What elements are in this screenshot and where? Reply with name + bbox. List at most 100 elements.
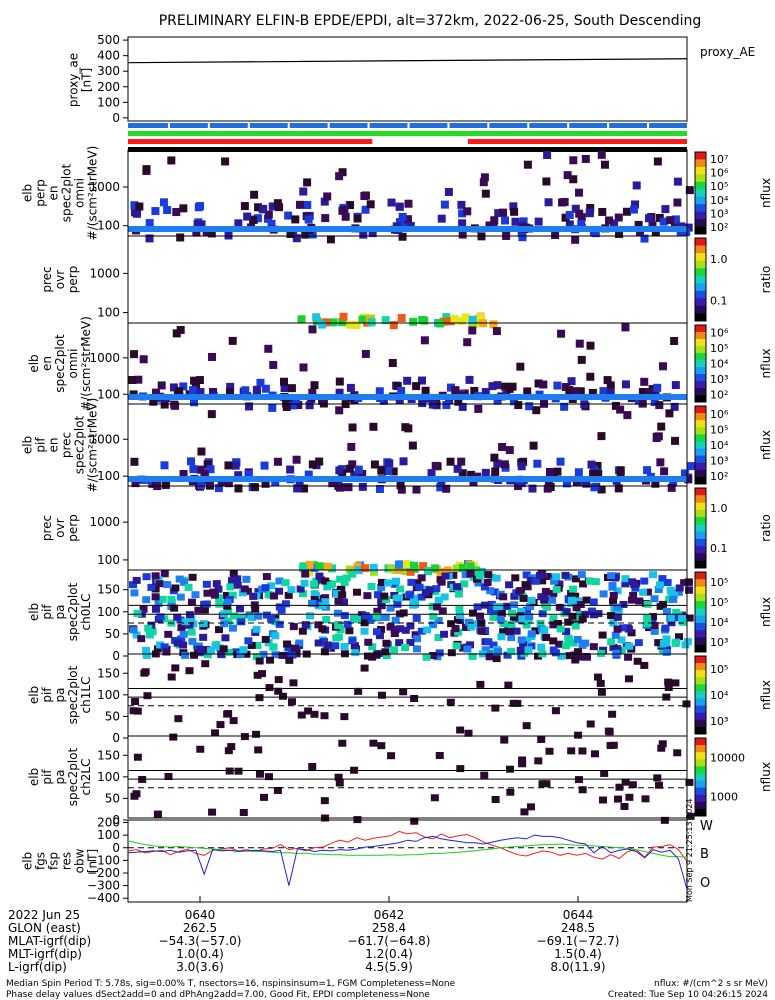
heatmap-cell [417,627,426,635]
heatmap-cell [345,464,354,473]
heatmap-cell [352,588,361,596]
heatmap-cell [468,315,477,324]
heatmap-cell [451,386,460,395]
ylabel-elb_prec-line: spec2plot [73,415,87,474]
heatmap-cell [329,318,338,327]
heatmap-cell [484,638,493,646]
heatmap-cell [555,580,564,588]
ytick-label: 1000 [89,351,120,365]
heatmap-cell [314,639,323,647]
heatmap-cell [569,639,578,647]
heatmap-cell [463,207,472,216]
heatmap-cell [181,618,190,626]
heatmap-cell [196,465,205,474]
footer-mlat-0644: −69.1(−72.7) [537,934,620,948]
ylabel-pa_ch1: elb pif pa spec2plot ch1LC [27,665,93,724]
heatmap-cell [511,217,520,226]
heatmap-cell [157,381,166,390]
heatmap-cell [264,344,273,353]
mag-ytick-label: −400 [87,891,120,905]
heatmap-cell [403,376,412,385]
heatmap-cell [322,616,331,624]
colorbar-segment [695,283,706,292]
ylabel-pa_ch1-line: pif [40,687,54,703]
heatmap-cell [424,567,433,576]
heatmap-cell [673,198,682,207]
heatmap-cell [574,731,583,739]
heatmap-cell [553,381,562,390]
orbit-bar-gap [407,123,410,128]
heatmap-cell [290,644,299,652]
heatmap-cell [188,637,197,645]
heatmap-cell [461,571,470,579]
mag-ylabel-line: fgs [34,852,48,870]
heatmap-cell [486,606,495,614]
heatmap-cell [196,388,205,397]
ylabel-prec_ovr_perp_1-line: perp [66,266,80,294]
ytick-label: 100 [97,469,120,483]
heatmap-cell [225,767,234,775]
heatmap-cell [599,590,608,598]
heatmap-cell [271,632,280,640]
heatmap-cell [340,579,349,587]
heatmap-cell [476,313,485,322]
heatmap-cell [523,387,532,396]
heatmap-cell [607,572,616,580]
heatmap-cell [221,157,230,166]
heatmap-cell [621,380,630,389]
heatmap-cell [492,574,501,582]
proxy-ae-ylabel: proxy_ae [nT] [67,53,94,107]
heatmap-cell [394,594,403,602]
heatmap-cell [406,567,415,576]
heatmap-cell [310,710,319,718]
heatmap-cell [633,657,642,665]
colorbar-prec_ovr_perp_2: 1.0 0.1 ratio [694,487,773,569]
heatmap-cell [634,220,643,229]
ylabel-elb_perp-line: omni [73,178,87,208]
heatmap-cell [132,576,141,584]
heatmap-cell [262,611,271,619]
heatmap-cell [354,465,363,474]
footer: 2022 Jun 25 GLON (east) MLAT-igrf(dip) M… [6,908,768,1000]
heatmap-cell [499,593,508,601]
heatmap-cell [549,589,558,597]
colorbar-segment [695,448,706,457]
colorbar-segment [695,166,706,175]
heatmap-cell [571,235,580,244]
heatmap-cell [661,205,670,214]
heatmap-cell [629,591,638,599]
proxy-ae-legend: proxy_AE [700,45,755,59]
heatmap-cell [598,631,607,639]
heatmap-cell [286,229,295,238]
colorbar-elb_omni: 10⁶ 10⁵ 10⁴ 10³ 10² nflux [694,324,773,403]
heatmap-cell [672,608,681,616]
mag-series-O [127,834,688,890]
heatmap-cell [169,383,178,392]
colorbar-segment [695,517,706,525]
heatmap-cell [517,636,526,644]
heatmap-cell [372,612,381,620]
heatmap-cell [571,204,580,213]
colorbar-segment [695,290,706,299]
heatmap-cell [377,742,386,750]
heatmap-cell [505,446,514,455]
heatmap-cell [285,656,294,664]
colorbar-segment [695,313,706,322]
ylabel-elb_prec: elb pif en prec spec2plot #/(scm²strMeV) [21,398,100,493]
heatmap-cell [346,383,355,392]
heatmap-band [128,394,687,400]
heatmap-cell [295,479,304,488]
heatmap-cell [251,605,260,613]
heatmap-cell [451,625,460,633]
heatmap-cell [653,157,662,166]
heatmap-cell [458,469,467,478]
heatmap-cell [534,757,543,765]
heatmap-cell [452,642,461,650]
heatmap-cell [571,656,580,664]
heatmap-cell [521,581,530,589]
colorbar-segment [695,427,706,435]
panel-frame [127,735,688,819]
heatmap-cell [577,355,586,364]
heatmap-cell [493,396,502,405]
heatmap-cell [643,614,652,622]
